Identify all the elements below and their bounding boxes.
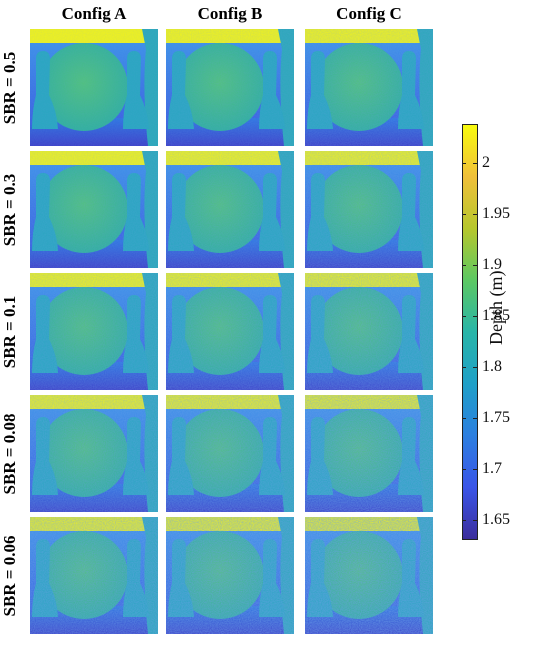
colorbar-tick-label: 1.95: [482, 205, 510, 222]
colorbar-tick-mark: [473, 316, 477, 317]
colorbar-tick-mark: [462, 163, 466, 164]
depth-map-tile: [166, 395, 294, 512]
row-label-sbr-0-08: SBR = 0.08: [0, 413, 19, 495]
depth-map-tile: [166, 151, 294, 268]
colorbar-tick-label: 1.65: [482, 511, 510, 528]
colorbar-tick-mark: [473, 163, 477, 164]
row-label-sbr-0-06: SBR = 0.06: [0, 535, 19, 617]
colorbar-tick-mark: [462, 316, 466, 317]
depth-map-tile: [30, 395, 158, 512]
row-label-sbr-0-3: SBR = 0.3: [0, 173, 19, 247]
colorbar: [462, 124, 478, 540]
colorbar-tick-label: 1.9: [482, 256, 502, 273]
colorbar-tick-label: 1.85: [482, 307, 510, 324]
colorbar-tick-mark: [473, 367, 477, 368]
depth-map-tile: [305, 395, 433, 512]
column-title-b: Config B: [197, 4, 263, 23]
colorbar-tick-mark: [473, 265, 477, 266]
depth-map-tile: [305, 29, 433, 146]
column-title-a: Config A: [61, 4, 127, 23]
colorbar-tick-label: 2: [482, 154, 490, 171]
colorbar-tick-mark: [473, 520, 477, 521]
depth-map-tile: [30, 151, 158, 268]
colorbar-tick-label: 1.8: [482, 358, 502, 375]
column-title-c: Config C: [336, 4, 402, 23]
colorbar-tick-mark: [462, 265, 466, 266]
colorbar-tick-mark: [462, 367, 466, 368]
colorbar-tick-label: 1.7: [482, 460, 502, 477]
colorbar-tick-mark: [462, 214, 466, 215]
row-label-sbr-0-1: SBR = 0.1: [0, 295, 19, 369]
colorbar-tick-mark: [473, 214, 477, 215]
colorbar-tick-mark: [462, 520, 466, 521]
depth-map-tile: [305, 517, 433, 634]
depth-map-tile: [166, 517, 294, 634]
row-label-sbr-0-5: SBR = 0.5: [0, 51, 19, 125]
depth-map-tile: [166, 29, 294, 146]
depth-map-tile: [30, 29, 158, 146]
colorbar-tick-mark: [462, 469, 466, 470]
colorbar-tick-mark: [473, 469, 477, 470]
depth-map-tile: [305, 273, 433, 390]
colorbar-tick-mark: [473, 418, 477, 419]
depth-map-tile: [30, 517, 158, 634]
depth-map-tile: [30, 273, 158, 390]
colorbar-tick-mark: [462, 418, 466, 419]
depth-map-tile: [166, 273, 294, 390]
colorbar-label: Depth (m): [486, 270, 506, 345]
colorbar-tick-label: 1.75: [482, 409, 510, 426]
depth-map-tile: [305, 151, 433, 268]
